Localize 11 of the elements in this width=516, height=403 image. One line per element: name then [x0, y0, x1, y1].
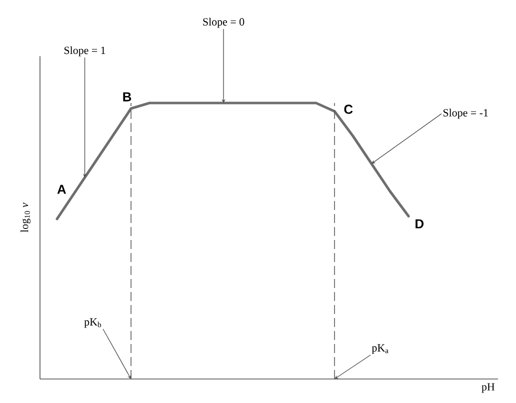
text: pH [482, 383, 495, 393]
annotation: A [57, 184, 66, 194]
text: Slope = 0 [203, 18, 244, 28]
annotation: C [344, 104, 353, 114]
annotation: D [416, 219, 424, 228]
y-axis-title: log$_{10}$ v [20, 202, 30, 232]
text: Slope = -1 [443, 108, 488, 119]
text: B [123, 92, 132, 102]
annotation: pK$_{b}$ [84, 318, 102, 328]
text: Slope = 1 [64, 46, 106, 56]
annotation: pK$_{a}$ [372, 344, 388, 354]
